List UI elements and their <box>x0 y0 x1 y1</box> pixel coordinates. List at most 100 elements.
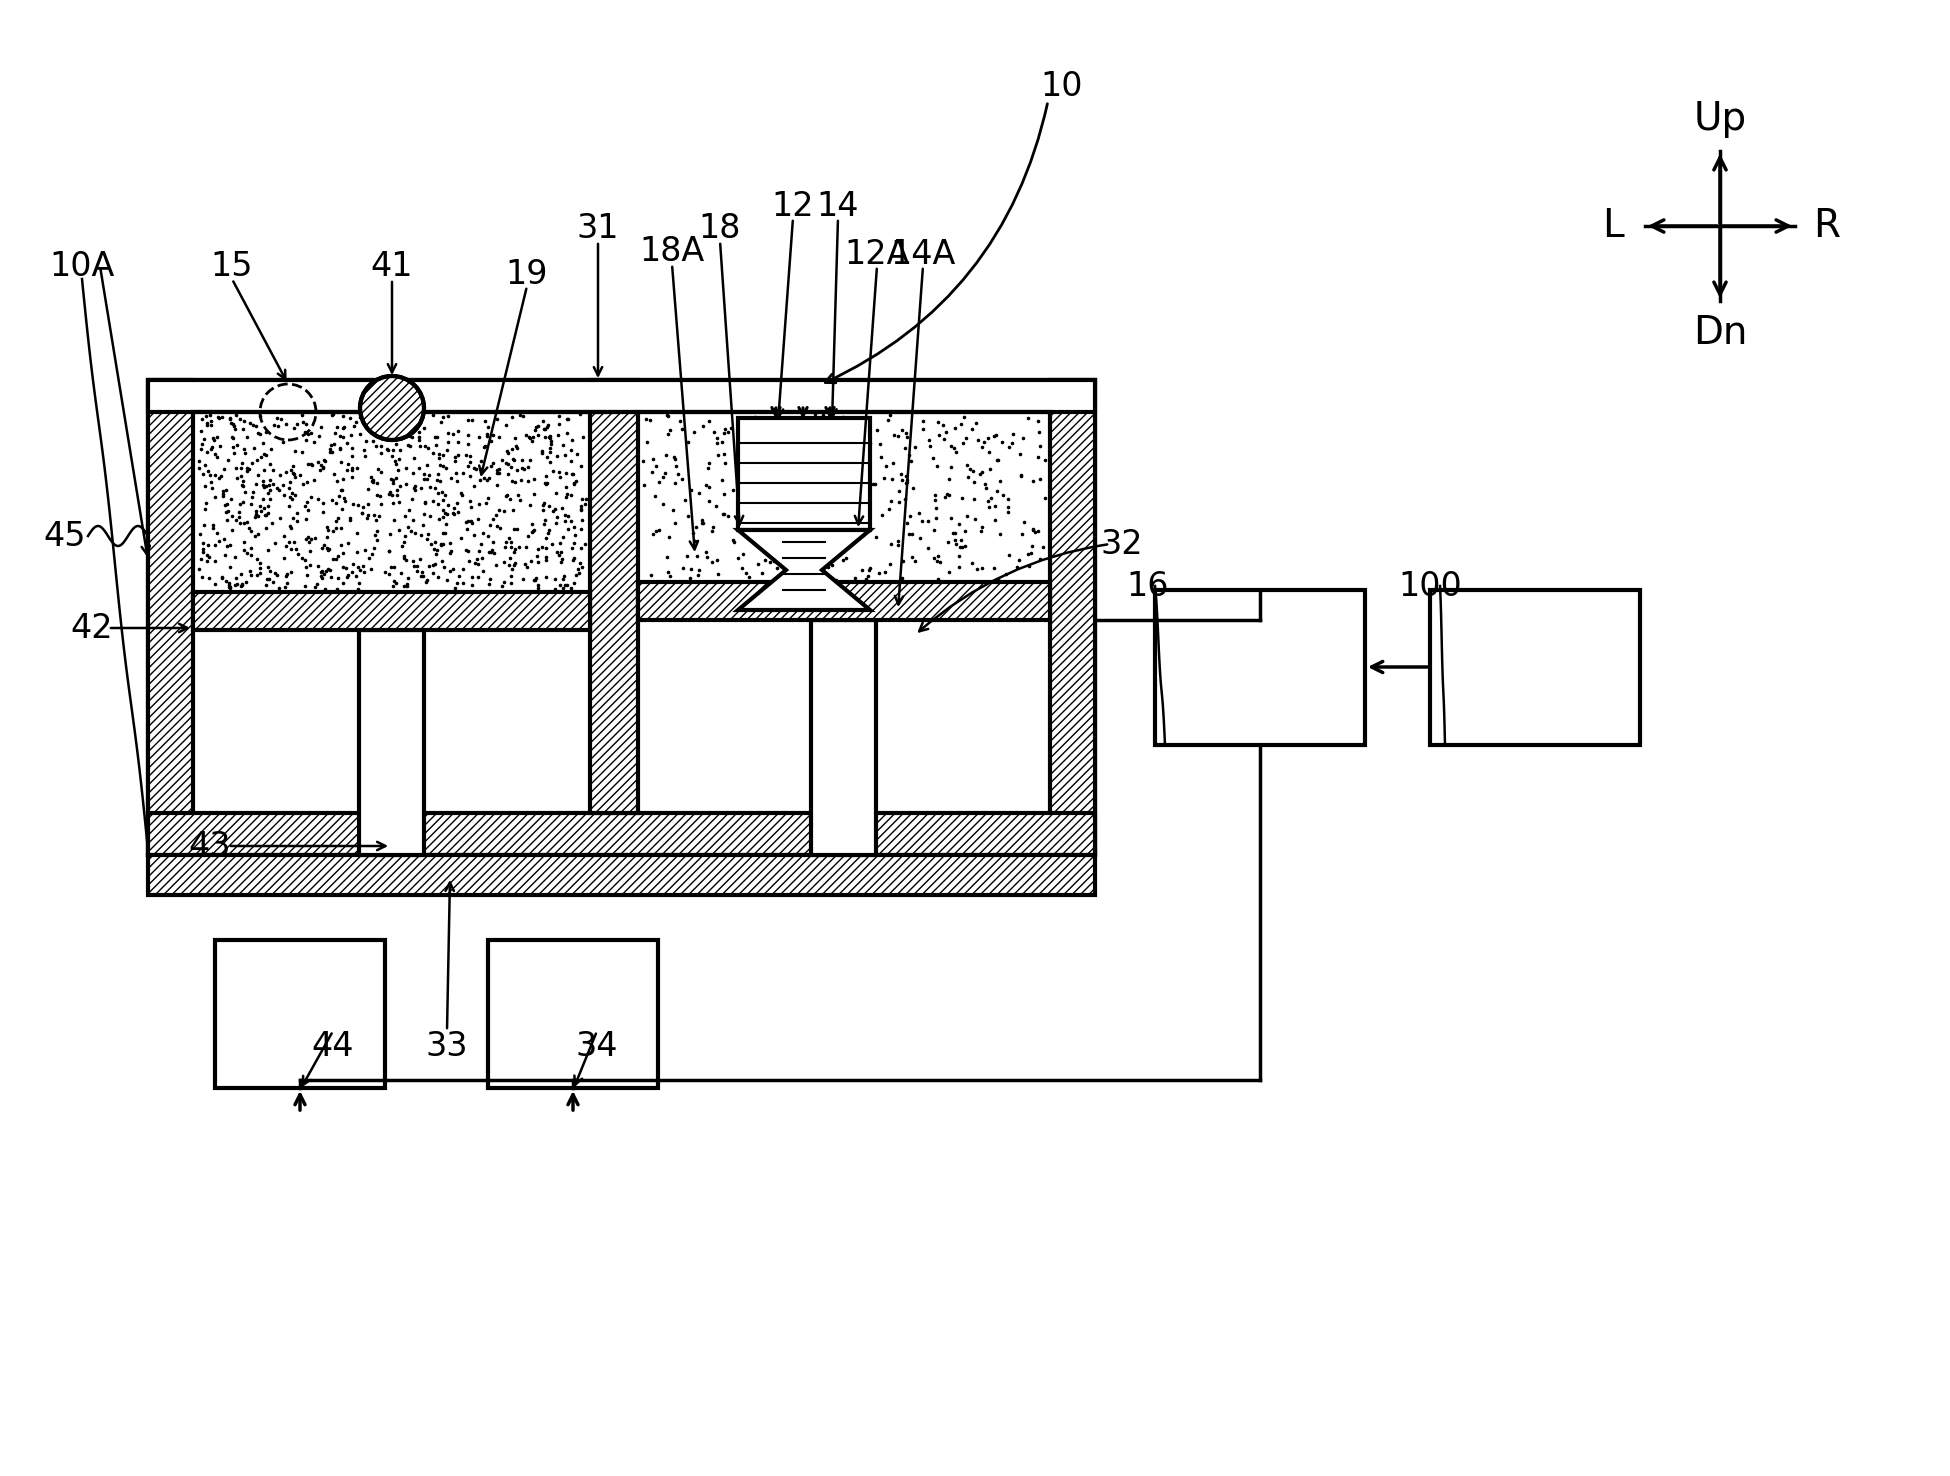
Point <box>694 475 725 499</box>
Point <box>491 484 523 508</box>
Point <box>324 425 355 449</box>
Point <box>708 422 739 446</box>
Point <box>435 466 466 490</box>
Point <box>1030 486 1061 509</box>
Point <box>823 493 854 517</box>
Point <box>291 490 322 514</box>
Point <box>398 508 429 531</box>
Point <box>913 509 944 533</box>
Point <box>199 463 230 487</box>
Point <box>846 558 878 582</box>
Point <box>230 540 261 564</box>
Point <box>443 564 474 587</box>
Point <box>743 483 774 506</box>
Point <box>388 545 419 568</box>
Point <box>213 449 244 472</box>
Point <box>396 410 427 434</box>
Point <box>302 554 333 577</box>
Point <box>296 452 328 475</box>
Point <box>922 545 954 568</box>
Text: 10A: 10A <box>49 249 115 282</box>
Point <box>328 555 359 579</box>
Point <box>762 537 794 561</box>
Point <box>482 462 513 486</box>
Point <box>347 438 378 462</box>
Point <box>979 556 1010 580</box>
Point <box>1018 518 1049 542</box>
Point <box>813 494 844 518</box>
Point <box>353 477 384 500</box>
Point <box>240 413 271 437</box>
Point <box>470 410 501 434</box>
Point <box>384 438 415 462</box>
Point <box>540 497 571 521</box>
Point <box>768 497 800 521</box>
Point <box>521 567 552 590</box>
Point <box>452 455 484 478</box>
Point <box>294 530 326 554</box>
Point <box>211 478 242 502</box>
Point <box>236 486 267 509</box>
Bar <box>591 379 638 813</box>
Point <box>273 494 304 518</box>
Point <box>628 474 659 497</box>
Text: 12: 12 <box>772 189 815 223</box>
Point <box>505 403 536 427</box>
Point <box>488 499 519 523</box>
Point <box>458 524 489 548</box>
Point <box>413 505 445 528</box>
Point <box>187 531 218 555</box>
Point <box>710 483 741 506</box>
Point <box>501 434 532 458</box>
Point <box>372 483 404 506</box>
Point <box>564 552 595 576</box>
Point <box>515 549 546 573</box>
Point <box>411 453 443 477</box>
Point <box>780 506 811 530</box>
Point <box>187 462 218 486</box>
Text: 100: 100 <box>1398 570 1462 602</box>
Point <box>384 518 415 542</box>
Point <box>907 509 938 533</box>
Point <box>296 486 328 509</box>
Point <box>811 524 842 548</box>
Point <box>318 403 349 427</box>
Point <box>384 490 415 514</box>
Point <box>185 407 216 431</box>
Point <box>973 494 1004 518</box>
Point <box>236 493 267 517</box>
Point <box>326 497 357 521</box>
Point <box>378 555 410 579</box>
Point <box>454 444 486 468</box>
Point <box>768 559 800 583</box>
Point <box>731 562 762 586</box>
Point <box>544 465 575 489</box>
Point <box>361 434 392 458</box>
Point <box>332 556 363 580</box>
Point <box>228 469 259 493</box>
Point <box>850 435 881 459</box>
Point <box>542 444 573 468</box>
Circle shape <box>361 376 423 440</box>
Point <box>347 500 378 524</box>
Point <box>862 418 893 441</box>
Point <box>468 559 499 583</box>
Point <box>932 530 963 554</box>
Point <box>844 492 876 515</box>
Point <box>257 570 289 593</box>
Point <box>1024 409 1055 432</box>
Point <box>218 573 250 596</box>
Point <box>548 565 579 589</box>
Point <box>747 456 778 480</box>
Point <box>521 568 552 592</box>
Point <box>439 496 470 520</box>
Text: 14A: 14A <box>891 238 955 270</box>
Point <box>936 506 967 530</box>
Point <box>1004 443 1035 466</box>
Point <box>870 455 901 478</box>
Point <box>287 403 318 427</box>
Point <box>306 500 337 524</box>
Point <box>211 570 242 593</box>
Point <box>464 539 495 562</box>
Text: 34: 34 <box>575 1029 618 1063</box>
